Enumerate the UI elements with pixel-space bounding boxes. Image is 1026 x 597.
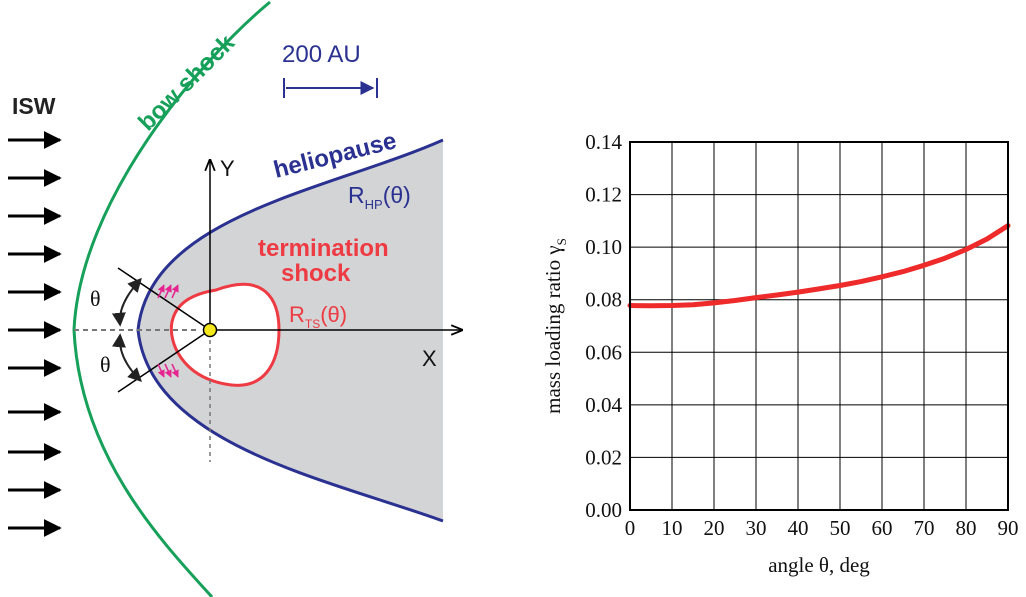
x-tick-label: 30: [746, 516, 767, 540]
theta-label-lower: θ: [100, 352, 111, 377]
y-axis-title: mass loading ratio γS: [541, 238, 569, 414]
x-tick-label: 20: [704, 516, 725, 540]
termination-shock-curve: [169, 282, 281, 387]
y-axis-label: Y: [220, 156, 235, 181]
x-tick-label: 80: [956, 516, 977, 540]
outflow-arrow: [171, 284, 179, 299]
heliosphere-diagram: ISW Y X θ θ bow shock 200 AU: [8, 0, 462, 597]
x-tick-label: 50: [830, 516, 851, 540]
x-axis-title: angle θ, deg: [768, 553, 870, 577]
outflow-arrow: [164, 284, 172, 299]
x-tick-label: 40: [788, 516, 809, 540]
tick-labels: 0 10 20 30 40 50 60 70 80 90 0.00 0.02 0.04 0.06 0.08 0…: [585, 130, 1018, 540]
y-tick-label: 0.14: [585, 130, 622, 154]
x-tick-label: 90: [998, 516, 1019, 540]
mass-loading-chart: 0 10 20 30 40 50 60 70 80 90 0.00 0.02 0.04 0.06 0.08 0…: [541, 130, 1019, 577]
outflow-arrow: [157, 363, 165, 378]
bow-shock-label: bow shock: [133, 29, 240, 136]
outflow-arrow: [164, 363, 172, 378]
isw-arrows: [8, 131, 62, 537]
x-tick-label: 10: [662, 516, 683, 540]
y-tick-label: 0.00: [585, 498, 622, 522]
series-layer: [627, 223, 1011, 309]
outflow-arrows-upper: [157, 284, 179, 299]
theta-arc-lower: [112, 333, 142, 382]
rts-label: RTS(θ): [289, 302, 347, 331]
outflow-arrow: [157, 284, 165, 299]
plot-area: [630, 142, 1008, 510]
y-tick-label: 0.10: [585, 235, 622, 259]
y-tick-label: 0.04: [585, 393, 622, 417]
termination-shock-label-line2: shock: [281, 260, 351, 287]
outflow-arrow: [171, 363, 179, 378]
y-tick-label: 0.08: [585, 288, 622, 312]
sun-marker: [202, 322, 218, 338]
rhp-label: RHP(θ): [348, 182, 411, 212]
series-line: [627, 223, 1011, 309]
y-tick-label: 0.12: [585, 183, 622, 207]
theta-label-upper: θ: [90, 286, 101, 311]
x-axis-label: X: [422, 346, 437, 371]
plot-frame: [629, 141, 1009, 511]
outflow-arrows-lower: [157, 363, 179, 378]
x-tick-label: 60: [872, 516, 893, 540]
theta-arc-upper: [111, 277, 142, 327]
termination-shock-label-line1: termination: [258, 235, 389, 262]
scale-bar-label: 200 AU: [282, 41, 361, 68]
isw-label: ISW: [12, 93, 56, 119]
x-tick-label: 0: [625, 516, 636, 540]
x-tick-label: 70: [914, 516, 935, 540]
bow-shock-curve: [72, 0, 271, 597]
y-tick-label: 0.02: [585, 445, 622, 469]
y-tick-label: 0.06: [585, 340, 622, 364]
